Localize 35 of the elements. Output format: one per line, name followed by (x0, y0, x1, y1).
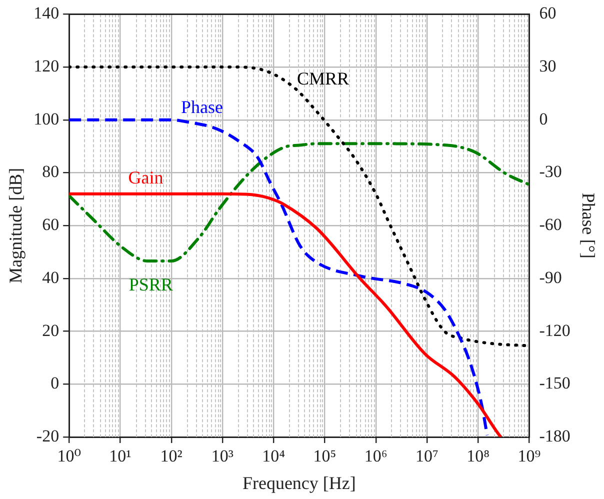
y-tick-label: -20 (36, 426, 60, 446)
y2-tick-label: -120 (539, 320, 570, 340)
x-axis-title: Frequency [Hz] (242, 472, 356, 493)
x-tick-label: 10⁰ (57, 446, 82, 466)
series-label: Gain (128, 168, 164, 188)
y-axis-title: Magnitude [dB] (6, 168, 26, 284)
x-tick-label: 10⁷ (416, 446, 439, 466)
x-tick-label: 10² (160, 446, 182, 466)
x-tick-label: 10⁴ (262, 446, 286, 466)
y2-tick-label: 60 (539, 4, 556, 23)
x-tick-label: 10⁸ (466, 446, 490, 466)
series-label: CMRR (296, 68, 349, 88)
y2-tick-label: -150 (539, 374, 570, 393)
y2-tick-label: 30 (539, 56, 556, 76)
y-tick-label: 140 (34, 4, 60, 23)
x-tick-label: 10⁵ (313, 446, 336, 466)
y2-tick-label: -90 (539, 268, 562, 287)
y-tick-label: 100 (34, 109, 60, 128)
y-tick-label: 0 (50, 374, 60, 393)
y-tick-label: 40 (42, 268, 60, 287)
y2-tick-label: 0 (539, 109, 548, 128)
x-tick-label: 10⁹ (518, 446, 541, 466)
x-tick-label: 10⁶ (364, 446, 388, 466)
y-tick-label: 80 (42, 162, 60, 182)
y2-tick-label: -30 (539, 162, 562, 182)
y2-tick-label: -180 (539, 426, 570, 446)
y2-tick-label: -60 (539, 215, 562, 234)
x-tick-label: 10¹ (109, 446, 132, 466)
series-label: PSRR (128, 274, 173, 295)
x-tick-label: 10³ (211, 446, 234, 466)
y-tick-label: 120 (34, 56, 60, 76)
series-label: Phase (181, 97, 224, 118)
y2-axis-title: Phase [°] (578, 192, 598, 258)
y-tick-label: 60 (42, 215, 60, 234)
y-tick-label: 20 (42, 320, 60, 340)
